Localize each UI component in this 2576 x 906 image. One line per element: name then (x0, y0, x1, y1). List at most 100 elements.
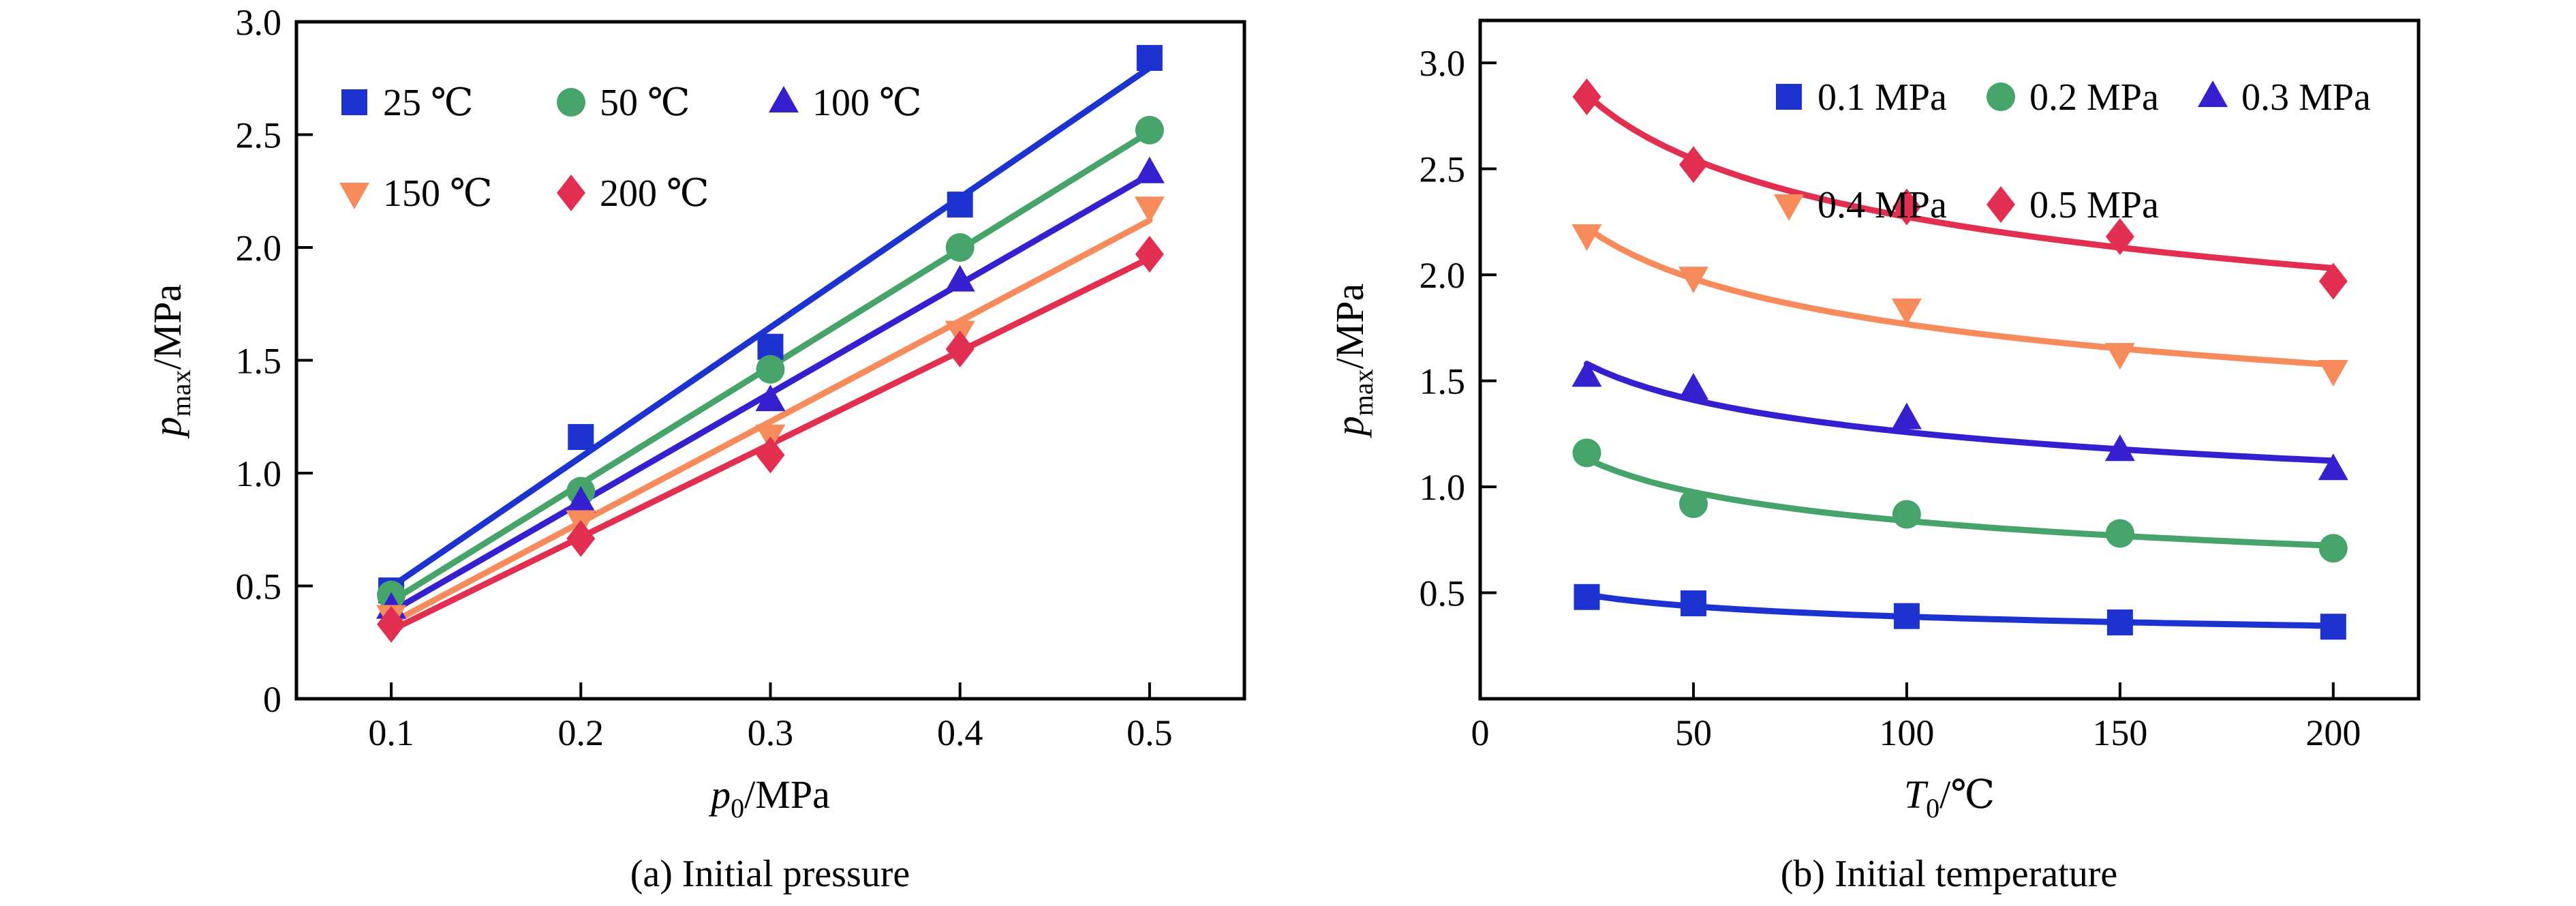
marker-diamond (557, 175, 585, 211)
legend-item: 0.4 MPa (1774, 184, 1947, 226)
y-tick-label: 2.0 (236, 228, 282, 269)
fit-curve (1584, 591, 2337, 629)
marker-diamond (566, 519, 596, 557)
y-tick-label: 0.5 (1420, 573, 1466, 614)
x-tick-label: 0.2 (558, 712, 604, 753)
marker-triangle-up (1571, 360, 1602, 387)
legend-label: 0.1 MPa (1818, 76, 1947, 119)
y-tick-label: 0 (263, 679, 281, 720)
chart-initial-pressure: (a) Initial pressure 0.1 0.2 0.3 0.4 0.5 0 0.5… (145, 2, 1246, 895)
legend-item: 50 ℃ (557, 82, 690, 124)
legend-item: 0.5 MPa (1987, 184, 2159, 226)
legend-item: 0.1 MPa (1776, 76, 1947, 119)
marker-triangle-up (2198, 80, 2228, 107)
marker-diamond (2318, 262, 2348, 300)
legend-item: 100 ℃ (769, 82, 922, 124)
y-tick-label: 1.0 (1420, 467, 1466, 508)
legend-item: 150 ℃ (339, 172, 493, 215)
marker-circle (1135, 115, 1164, 145)
marker-diamond (2105, 218, 2134, 256)
marker-triangle-down (1891, 298, 1922, 325)
x-axis-label: T0/℃ (1904, 772, 1995, 824)
x-tick-label: 0.4 (937, 712, 983, 753)
fit-curve (1584, 361, 2337, 464)
legend-label: 0.5 MPa (2029, 184, 2159, 226)
marker-triangle-up (1678, 373, 1708, 400)
marker-diamond (1678, 146, 1708, 183)
marker-square (1574, 584, 1600, 610)
marker-circle (2318, 534, 2348, 563)
marker-diamond (1572, 78, 1601, 115)
y-tick-label: 2.5 (1420, 149, 1466, 190)
legend-label: 25 ℃ (383, 82, 474, 124)
x-tick-label: 0 (1471, 712, 1490, 753)
x-tick-label: 0.3 (748, 712, 794, 753)
legend-label: 150 ℃ (383, 172, 493, 215)
marker-square (947, 192, 973, 218)
marker-diamond (945, 330, 975, 367)
y-tick-label: 0.5 (236, 567, 282, 607)
marker-square (1776, 84, 1802, 110)
x-tick-label: 150 (2092, 712, 2147, 753)
marker-diamond (1987, 186, 2015, 223)
fit-line (388, 217, 1153, 626)
y-axis-label: pmax/MPa (1328, 284, 1379, 439)
marker-square (2106, 609, 2133, 636)
x-tick-label: 50 (1675, 712, 1712, 753)
marker-square (341, 89, 367, 115)
x-tick-label: 0.5 (1126, 712, 1173, 753)
marker-diamond (1135, 235, 1164, 273)
legend-item: 200 ℃ (557, 172, 709, 215)
y-tick-label: 1.5 (236, 341, 282, 382)
marker-triangle-down (1134, 196, 1165, 224)
y-tick-label: 2.0 (1420, 255, 1466, 296)
marker-square (2320, 614, 2346, 640)
marker-triangle-up (2104, 434, 2135, 462)
legend-item: 0.3 MPa (2198, 76, 2371, 119)
fit-line (388, 65, 1153, 590)
marker-triangle-down (1571, 224, 1602, 252)
y-tick-label: 3.0 (1420, 43, 1466, 84)
marker-circle (557, 88, 585, 117)
x-tick-label: 100 (1879, 712, 1934, 753)
legend-label: 100 ℃ (812, 82, 922, 124)
marker-circle (756, 354, 785, 384)
marker-diamond (1892, 188, 1921, 226)
marker-triangle-up (1891, 402, 1922, 429)
marker-triangle-up (755, 384, 786, 412)
y-tick-label: 2.5 (236, 115, 282, 156)
marker-diamond (377, 605, 406, 643)
y-axis-label: pmax/MPa (145, 284, 196, 440)
marker-square (568, 424, 594, 451)
marker-triangle-up (566, 486, 596, 513)
legend-item: 0.2 MPa (1987, 76, 2159, 119)
marker-circle (1678, 489, 1708, 518)
y-tick-label: 1.5 (1420, 361, 1466, 402)
marker-circle (2105, 519, 2134, 548)
plot-frame (1478, 18, 2421, 701)
marker-triangle-down (1774, 194, 1804, 221)
marker-square (1136, 44, 1163, 71)
legend-label: 50 ℃ (600, 82, 690, 124)
caption-b: (b) Initial temperature (1781, 853, 2117, 895)
marker-square (1893, 603, 1920, 629)
marker-square (1680, 590, 1706, 617)
legend-item: 25 ℃ (341, 82, 474, 124)
legend-label: 0.4 MPa (1818, 184, 1947, 226)
marker-triangle-down (2104, 343, 2135, 370)
legend-label: 0.3 MPa (2241, 76, 2371, 119)
legend-label: 200 ℃ (600, 172, 709, 215)
x-tick-label: 200 (2305, 712, 2361, 753)
chart-initial-temperature: (b) Initial temperature 0 50 100 150 200 0.5 1… (1328, 18, 2421, 895)
legend-label: 0.2 MPa (2029, 76, 2159, 119)
caption-a: (a) Initial pressure (630, 853, 910, 895)
fit-curve (1584, 91, 2337, 271)
marker-triangle-up (2318, 453, 2348, 481)
y-tick-label: 1.0 (236, 453, 282, 494)
marker-circle (1892, 500, 1921, 529)
marker-triangle-down (1678, 267, 1708, 294)
marker-triangle-down (2318, 360, 2348, 387)
fit-curve (1584, 224, 2337, 368)
